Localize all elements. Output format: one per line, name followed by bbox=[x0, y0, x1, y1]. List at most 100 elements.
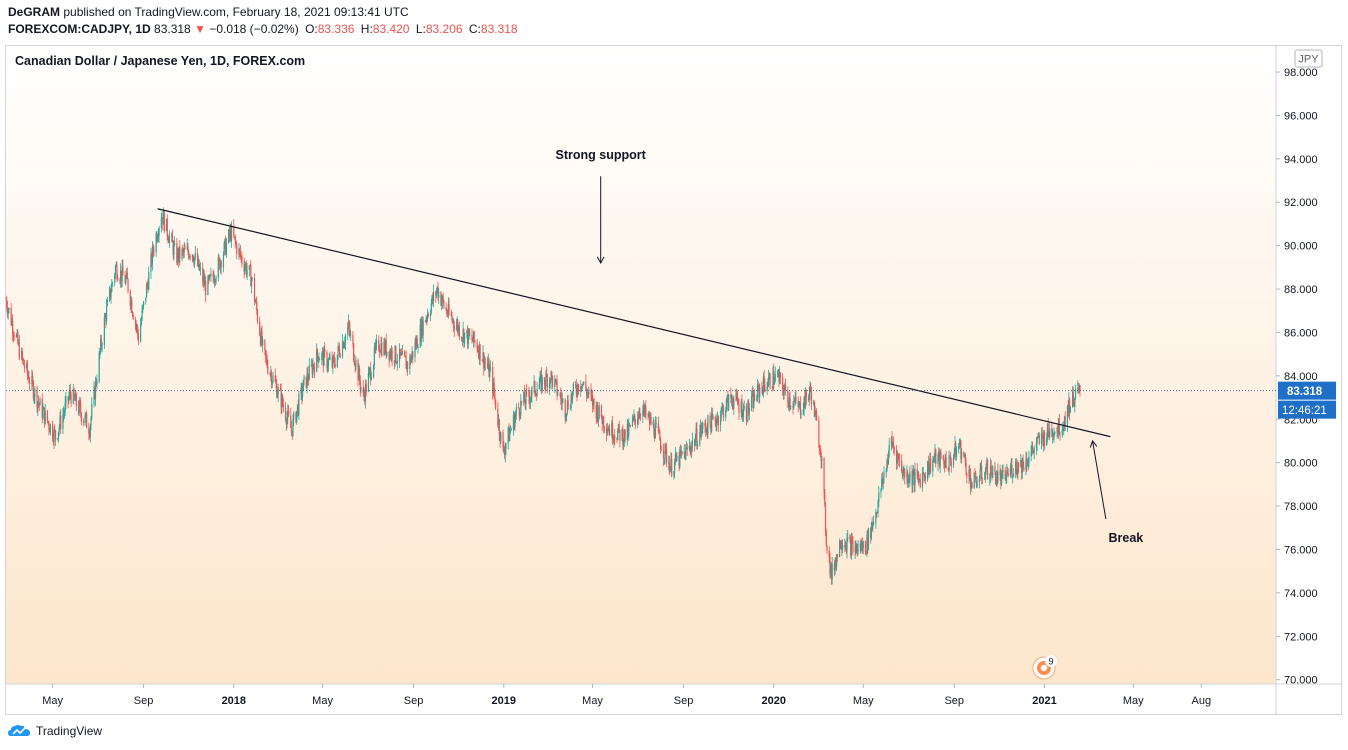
alert-badge-icon[interactable]: 9 bbox=[1032, 655, 1057, 680]
up-candle-body bbox=[186, 246, 188, 250]
down-candle-body bbox=[519, 414, 521, 416]
up-candle-body bbox=[125, 278, 127, 284]
up-candle-body bbox=[360, 387, 362, 390]
up-candle-body bbox=[1063, 416, 1066, 428]
up-candle-body bbox=[598, 405, 600, 418]
up-candle-body bbox=[34, 388, 36, 397]
down-candle-body bbox=[256, 310, 259, 322]
down-candle-body bbox=[591, 395, 594, 407]
down-candle-body bbox=[280, 390, 282, 408]
currency-badge[interactable]: JPY bbox=[1294, 49, 1323, 68]
down-candle-body bbox=[595, 404, 597, 419]
up-candle-body bbox=[538, 384, 540, 389]
up-candle-body bbox=[246, 270, 248, 275]
up-candle-body bbox=[188, 255, 191, 259]
down-candle-body bbox=[1073, 401, 1075, 407]
symbol-label[interactable]: FOREXCOM:CADJPY, 1D bbox=[8, 22, 151, 36]
down-candle-body bbox=[836, 554, 838, 557]
up-candle-body bbox=[1000, 473, 1003, 485]
down-candle-body bbox=[316, 349, 318, 357]
down-candle-body bbox=[736, 396, 739, 403]
down-candle-body bbox=[929, 458, 932, 472]
down-candle-body bbox=[36, 388, 38, 409]
up-candle-body bbox=[663, 457, 665, 459]
up-candle-body bbox=[642, 410, 644, 416]
price-axis[interactable]: 70.00072.00074.00076.00078.00080.00082.0… bbox=[1276, 67, 1318, 687]
footer-brand[interactable]: TradingView bbox=[8, 724, 102, 738]
change-down-icon: ▼ bbox=[194, 22, 206, 36]
down-candle-body bbox=[326, 352, 328, 368]
candles-layer bbox=[6, 207, 1081, 585]
down-candle-body bbox=[1047, 424, 1049, 433]
down-candle-body bbox=[494, 394, 496, 400]
up-candle-body bbox=[836, 554, 838, 567]
up-candle-body bbox=[500, 432, 502, 442]
up-candle-body bbox=[886, 460, 888, 471]
up-candle-body bbox=[300, 386, 302, 394]
down-candle-body bbox=[556, 380, 558, 395]
up-candle-body bbox=[1021, 458, 1023, 474]
author-name[interactable]: DeGRAM bbox=[8, 5, 61, 19]
up-candle-body bbox=[545, 373, 547, 386]
down-candle-body bbox=[841, 545, 843, 549]
up-candle-body bbox=[654, 423, 657, 439]
down-candle-body bbox=[156, 234, 158, 241]
down-candle-body bbox=[679, 449, 682, 454]
down-candle-body bbox=[737, 402, 739, 405]
down-candle-body bbox=[274, 375, 276, 382]
up-candle-body bbox=[917, 475, 919, 476]
up-candle-body bbox=[157, 235, 159, 238]
down-candle-body bbox=[230, 229, 232, 241]
up-candle-body bbox=[1063, 427, 1065, 430]
down-candle-body bbox=[132, 314, 134, 320]
down-candle-body bbox=[1022, 458, 1024, 467]
up-candle-body bbox=[436, 286, 438, 292]
down-candle-body bbox=[245, 264, 247, 275]
up-candle-body bbox=[210, 273, 212, 276]
up-candle-body bbox=[877, 501, 879, 513]
down-candle-body bbox=[964, 454, 966, 464]
up-candle-body bbox=[364, 383, 367, 402]
time-axis[interactable]: May Sep 2018 May Sep 2019 May Sep 2020 May Sep 2021… bbox=[42, 684, 1211, 707]
up-candle-body bbox=[1049, 428, 1051, 438]
down-candle-body bbox=[457, 322, 459, 332]
down-candle-body bbox=[839, 540, 841, 549]
up-candle-body bbox=[507, 427, 509, 444]
up-candle-body bbox=[529, 398, 532, 403]
up-candle-body bbox=[53, 429, 55, 442]
up-candle-body bbox=[165, 218, 168, 232]
up-candle-body bbox=[483, 361, 486, 369]
up-candle-body bbox=[857, 547, 859, 552]
up-candle-body bbox=[664, 444, 666, 458]
down-candle-body bbox=[823, 458, 825, 493]
up-candle-body bbox=[985, 468, 987, 473]
up-candle-body bbox=[633, 414, 635, 419]
down-candle-body bbox=[963, 451, 965, 457]
down-candle-body bbox=[468, 329, 470, 336]
down-candle-body bbox=[757, 384, 759, 387]
down-candle-body bbox=[324, 349, 326, 353]
up-candle-body bbox=[1077, 387, 1079, 390]
down-candle-body bbox=[241, 256, 243, 264]
up-candle-body bbox=[954, 443, 956, 454]
up-candle-body bbox=[463, 332, 466, 344]
last-price-tag bbox=[1278, 381, 1336, 400]
down-candle-body bbox=[981, 478, 983, 480]
up-candle-body bbox=[903, 468, 905, 472]
down-candle-body bbox=[634, 419, 637, 425]
up-candle-body bbox=[1027, 463, 1029, 465]
down-candle-body bbox=[818, 420, 820, 448]
down-candle-body bbox=[374, 347, 376, 350]
down-candle-body bbox=[479, 344, 481, 360]
down-candle-body bbox=[534, 381, 536, 394]
price-chart[interactable]: Strong support Break 70.000 72.000 74.000 76… bbox=[6, 46, 1341, 714]
down-candle-body bbox=[518, 407, 520, 415]
down-candle-body bbox=[493, 382, 495, 395]
up-candle-body bbox=[213, 280, 216, 283]
up-candle-body bbox=[802, 409, 804, 415]
down-candle-body bbox=[363, 392, 365, 396]
up-candle-body bbox=[505, 443, 507, 449]
up-candle-body bbox=[885, 470, 887, 473]
down-candle-body bbox=[710, 423, 712, 433]
down-candle-body bbox=[918, 475, 920, 480]
